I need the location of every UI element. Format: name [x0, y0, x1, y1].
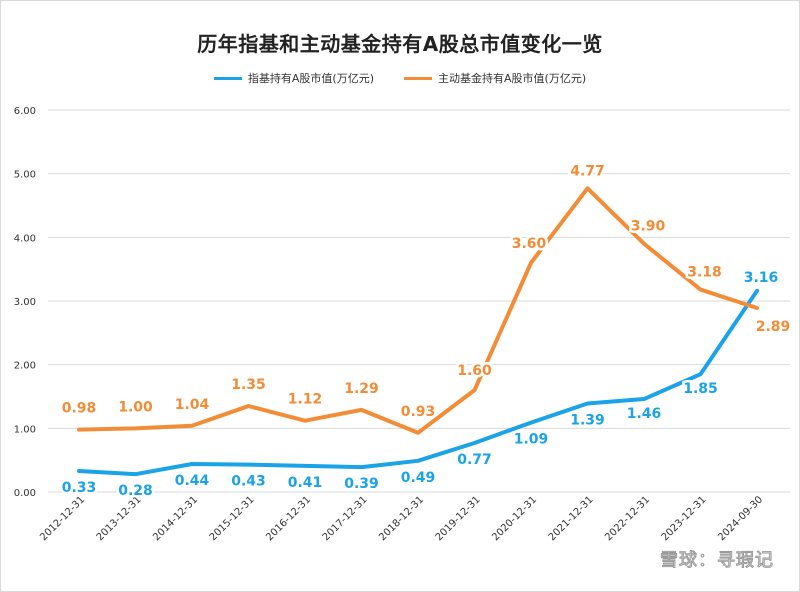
x-tick-label: 2024-09-30: [716, 494, 765, 543]
data-label: 1.35: [231, 377, 266, 393]
y-tick-label: 4.00: [14, 233, 36, 244]
data-label: 1.39: [570, 413, 605, 429]
x-tick-label: 2012-12-31: [38, 494, 87, 543]
series-line-index-funds: [77, 288, 759, 477]
x-tick-label: 2018-12-31: [377, 494, 426, 543]
x-tick-label: 2023-12-31: [660, 494, 709, 543]
data-label: 0.49: [401, 470, 436, 486]
data-label: 1.85: [683, 381, 718, 397]
data-label: 3.60: [512, 236, 547, 252]
y-tick-label: 2.00: [14, 361, 36, 372]
y-tick-label: 3.00: [14, 297, 36, 308]
x-tick-label: 2015-12-31: [208, 494, 257, 543]
data-label: 1.46: [627, 406, 662, 422]
legend-label-index-funds: 指基持有A股市值(万亿元): [247, 72, 374, 85]
data-label: 0.98: [62, 401, 97, 417]
data-label: 4.77: [570, 163, 605, 179]
data-label: 3.16: [744, 270, 779, 286]
data-label: 3.18: [687, 265, 722, 281]
x-tick-label: 2013-12-31: [95, 494, 144, 543]
data-label: 0.93: [401, 404, 436, 420]
legend-swatch-active-funds: [404, 76, 432, 80]
data-label: 1.60: [457, 363, 492, 379]
data-label: 1.29: [344, 381, 379, 397]
x-tick-label: 2021-12-31: [547, 494, 596, 543]
legend-swatch-index-funds: [213, 76, 242, 80]
x-tick-label: 2022-12-31: [603, 494, 652, 543]
y-tick-label: 0.00: [14, 488, 36, 499]
data-label: 1.00: [118, 399, 153, 415]
data-label: 0.39: [344, 476, 379, 492]
data-label: 0.43: [231, 474, 266, 490]
y-tick-label: 5.00: [14, 170, 36, 181]
series-line-active-funds: [77, 186, 759, 435]
data-label: 0.41: [288, 475, 323, 491]
legend-item-index-funds: 指基持有A股市值(万亿元): [213, 70, 374, 86]
legend-label-active-funds: 主动基金持有A股市值(万亿元): [438, 72, 587, 85]
data-label: 0.77: [457, 452, 492, 468]
chart-legend: 指基持有A股市值(万亿元) 主动基金持有A股市值(万亿元): [0, 70, 800, 86]
y-tick-label: 1.00: [14, 424, 36, 435]
y-tick-label: 6.00: [14, 106, 36, 117]
x-tick-label: 2016-12-31: [264, 494, 313, 543]
x-tick-label: 2020-12-31: [490, 494, 539, 543]
chart-title: 历年指基和主动基金持有A股总市值变化一览: [197, 32, 603, 56]
data-label: 0.28: [118, 483, 153, 499]
watermark: 雪球：寻瑕记: [660, 550, 774, 572]
data-label: 0.33: [62, 480, 97, 496]
legend-item-active-funds: 主动基金持有A股市值(万亿元): [404, 70, 586, 86]
x-tick-label: 2019-12-31: [434, 494, 483, 543]
data-label: 0.44: [175, 473, 210, 489]
data-label: 1.04: [175, 397, 210, 413]
data-label: 2.89: [756, 319, 791, 335]
data-label: 1.09: [514, 432, 549, 448]
data-label: 3.90: [631, 219, 666, 235]
data-label: 1.12: [288, 392, 323, 408]
x-tick-label: 2017-12-31: [321, 494, 370, 543]
x-tick-label: 2014-12-31: [151, 494, 200, 543]
